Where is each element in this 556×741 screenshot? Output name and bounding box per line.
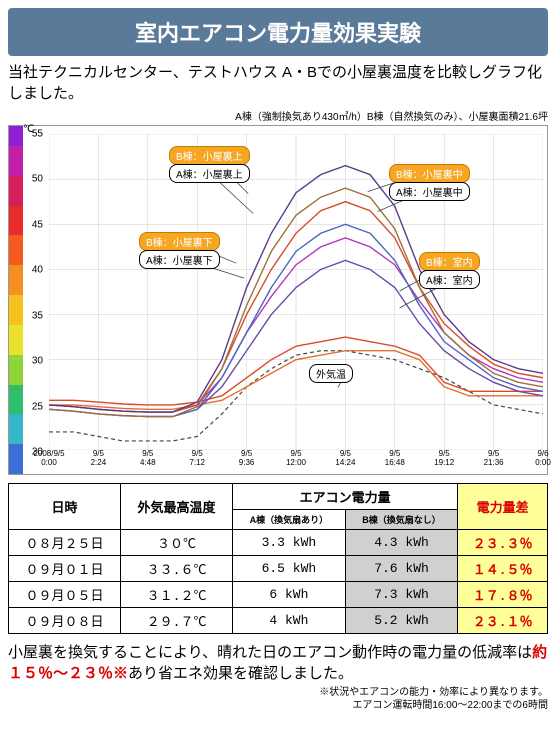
- power-table: 日時 外気最高温度 エアコン電力量 電力量差 A棟（換気扇あり） B棟（換気扇な…: [8, 483, 548, 634]
- series-label: B棟：小屋裏中: [389, 164, 470, 183]
- subtitle: 当社テクニカルセンター、テストハウス A・Bでの小屋裏温度を比較しグラフ化しまし…: [8, 62, 548, 104]
- col-a: A棟（換気扇あり）: [233, 510, 346, 530]
- series-label: A棟：小屋裏中: [389, 182, 470, 201]
- x-axis: 2008/9/50:009/52:249/54:489/57:129/59:36…: [49, 450, 543, 474]
- series-label: B棟：室内: [419, 252, 480, 271]
- col-date: 日時: [9, 484, 121, 530]
- col-diff: 電力量差: [458, 484, 548, 530]
- series-label: 外気温: [309, 364, 353, 383]
- chart-note: A棟（強制換気あり430㎥/h）B棟（自然換気のみ）、小屋裏面積21.6坪: [8, 108, 548, 123]
- col-b: B棟（換気扇なし）: [345, 510, 458, 530]
- temperature-color-scale: [9, 126, 23, 474]
- footnote-2: エアコン運転時間16:00～22:00までの6時間: [8, 699, 548, 712]
- table-row: ０９月０１日３３.６℃6.5 kWh7.6 kWh１４.５％: [9, 556, 548, 582]
- series-label: A棟：小屋裏上: [169, 164, 250, 183]
- col-temp: 外気最高温度: [121, 484, 233, 530]
- table-row: ０８月２５日３０℃3.3 kWh4.3 kWh２３.３％: [9, 530, 548, 556]
- col-power: エアコン電力量: [233, 484, 458, 510]
- page-title: 室内エアコン電力量効果実験: [8, 8, 548, 56]
- series-label: B棟：小屋裏下: [139, 232, 220, 251]
- y-axis: 2025303540455055: [23, 126, 47, 474]
- table-row: ０９月０５日３１.２℃6 kWh7.3 kWh１７.８％: [9, 582, 548, 608]
- conclusion-pre: 小屋裏を換気することにより、晴れた日のエアコン動作時の電力量の低減率は: [8, 644, 532, 661]
- conclusion: 小屋裏を換気することにより、晴れた日のエアコン動作時の電力量の低減率は約１５％～…: [8, 642, 548, 684]
- series-label: B棟：小屋裏上: [169, 146, 250, 165]
- plot-area: B棟：小屋裏上A棟：小屋裏上 B棟：小屋裏中A棟：小屋裏中 B棟：小屋裏下A棟：小屋…: [49, 134, 543, 450]
- footnote: ※状況やエアコンの能力・効率により異なります。 エアコン運転時間16:00～22…: [8, 686, 548, 712]
- table-row: ０９月０８日２９.７℃4 kWh5.2 kWh２３.１％: [9, 608, 548, 634]
- series-label: A棟：室内: [419, 270, 480, 289]
- conclusion-post: あり省エネ効果を確認しました。: [128, 665, 353, 682]
- footnote-1: ※状況やエアコンの能力・効率により異なります。: [8, 686, 548, 699]
- series-label: A棟：小屋裏下: [139, 250, 220, 269]
- temperature-chart: ℃ 2025303540455055 B棟：小屋裏上A棟：小屋裏上B棟：小屋裏中…: [8, 125, 548, 475]
